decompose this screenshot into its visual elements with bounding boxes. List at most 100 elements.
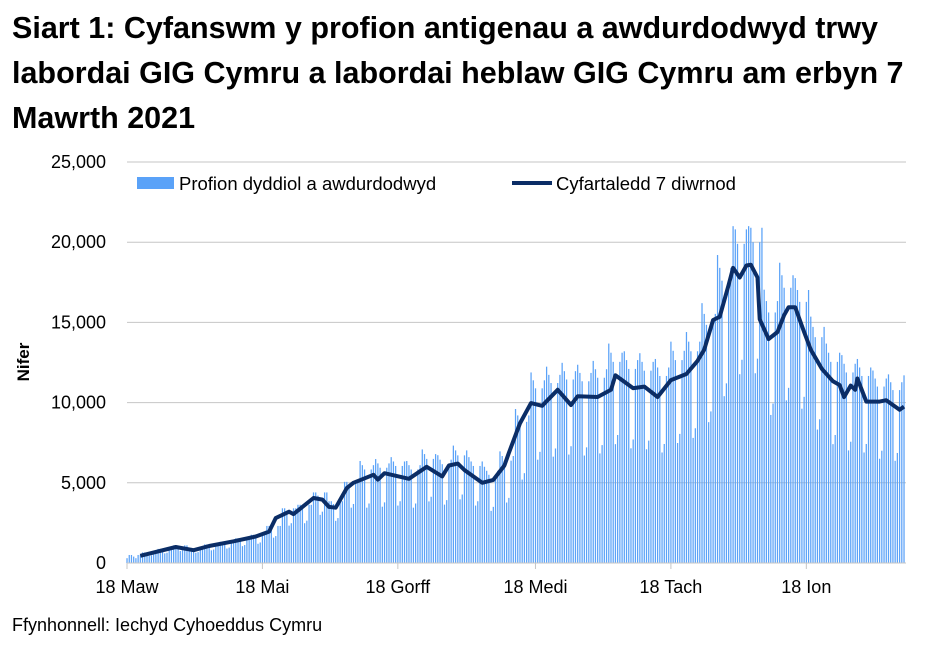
daily-tests-bar (696, 351, 699, 563)
y-axis-label: Nifer (14, 342, 33, 381)
daily-tests-bar (763, 289, 765, 563)
daily-tests-bar (279, 525, 281, 563)
daily-tests-bar (645, 449, 648, 563)
daily-tests-bar (375, 459, 377, 563)
daily-tests-bar (861, 375, 863, 563)
daily-tests-bar (241, 546, 244, 563)
daily-tests-bar (659, 375, 661, 563)
daily-tests-bar (612, 361, 614, 563)
daily-tests-bar (512, 456, 514, 563)
daily-tests-bar (326, 492, 328, 563)
daily-tests-bar (181, 550, 184, 563)
daily-tests-bar (232, 541, 235, 563)
daily-tests-bar (705, 324, 708, 563)
gridlines (127, 161, 906, 484)
daily-tests-bar (756, 358, 759, 563)
daily-tests-bar (790, 287, 792, 563)
daily-tests-bar (810, 316, 812, 563)
daily-tests-bar (508, 497, 510, 563)
daily-tests-bar (834, 435, 836, 563)
daily-tests-bar (317, 495, 319, 563)
daily-tests-bar (366, 507, 368, 563)
daily-tests-bar (146, 552, 148, 563)
daily-tests-bar (221, 541, 224, 563)
daily-tests-bar (481, 461, 483, 563)
daily-tests-bar (839, 352, 841, 563)
daily-tests-bar (519, 421, 521, 563)
daily-tests-bar (499, 451, 501, 563)
daily-tests-bar (506, 502, 508, 563)
daily-tests-bar (239, 539, 241, 563)
y-tick-label: 5,000 (61, 473, 106, 493)
daily-tests-bar (716, 255, 719, 564)
daily-tests-bar (439, 459, 441, 563)
daily-tests-bar (568, 454, 570, 563)
daily-tests-bar (597, 377, 599, 563)
daily-tests-bar (832, 444, 834, 563)
daily-tests-bar (343, 481, 346, 563)
daily-tests-bar (539, 451, 541, 563)
daily-tests-bar (898, 390, 901, 563)
daily-tests-bar (601, 445, 603, 563)
x-tick-label: 18 Maw (95, 577, 159, 597)
daily-tests-bar (530, 372, 532, 563)
daily-tests-bar (350, 507, 352, 563)
daily-tests-bar (843, 363, 845, 563)
daily-tests-bar (392, 461, 395, 563)
daily-tests-bar (179, 550, 181, 563)
daily-tests-bar (665, 375, 668, 563)
y-tick-label: 20,000 (51, 232, 106, 252)
daily-tests-bar (772, 403, 774, 563)
daily-tests-bar (474, 505, 477, 563)
daily-tests-bar (308, 504, 310, 563)
legend-line-label: Cyfartaledd 7 diwrnod (556, 173, 736, 194)
daily-tests-bar (570, 446, 572, 563)
daily-tests-bar (878, 458, 881, 563)
daily-tests-bar (639, 353, 641, 563)
daily-tests-bar (164, 553, 166, 563)
daily-tests-bar (399, 501, 401, 563)
daily-tests-bar (654, 358, 657, 563)
daily-tests-bar (870, 367, 872, 563)
daily-tests-bar (379, 467, 381, 563)
daily-tests-bar (397, 505, 399, 563)
daily-tests-bar (563, 371, 565, 563)
daily-tests-bar (550, 383, 552, 563)
daily-tests-bar (359, 460, 361, 563)
daily-tests-bar (170, 548, 173, 563)
daily-tests-bar (423, 454, 426, 563)
daily-tests-bar (212, 549, 215, 563)
daily-tests-bar (890, 382, 892, 563)
bar-series (126, 226, 905, 564)
daily-tests-bar (295, 508, 297, 563)
daily-tests-bar (867, 375, 870, 563)
daily-tests-bar (197, 552, 199, 563)
daily-tests-bar (472, 465, 474, 563)
daily-tests-bar (408, 465, 410, 563)
daily-tests-bar (361, 465, 363, 563)
daily-tests-bar (443, 504, 446, 563)
daily-tests-bar (157, 548, 159, 563)
daily-tests-bar (692, 437, 694, 563)
daily-tests-bar (721, 280, 723, 563)
daily-tests-bar (712, 324, 714, 563)
daily-tests-bar (865, 443, 867, 563)
daily-tests-bar (323, 492, 326, 563)
daily-tests-bar (537, 459, 539, 563)
daily-tests-bar (466, 450, 468, 563)
daily-tests-bar (874, 378, 876, 563)
daily-tests-bar (743, 243, 745, 563)
daily-tests-bar (434, 454, 437, 563)
daily-tests-bar (594, 369, 597, 563)
daily-tests-bar (264, 534, 266, 563)
daily-tests-bar (814, 337, 816, 563)
daily-tests-bar (144, 552, 146, 563)
daily-tests-bar (501, 456, 503, 563)
daily-tests-bar (286, 510, 288, 563)
daily-tests-bar (745, 229, 748, 564)
daily-tests-bar (390, 457, 392, 563)
daily-tests-bar (710, 411, 712, 563)
daily-tests-bar (284, 508, 286, 563)
daily-tests-bar (836, 361, 839, 563)
